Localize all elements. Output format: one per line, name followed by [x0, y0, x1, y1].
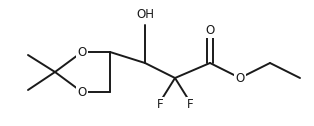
Text: O: O — [236, 71, 245, 85]
Text: F: F — [157, 99, 163, 112]
Text: F: F — [187, 99, 193, 112]
Text: O: O — [77, 45, 87, 58]
Text: O: O — [77, 86, 87, 99]
Text: OH: OH — [136, 8, 154, 22]
Text: O: O — [205, 24, 215, 37]
